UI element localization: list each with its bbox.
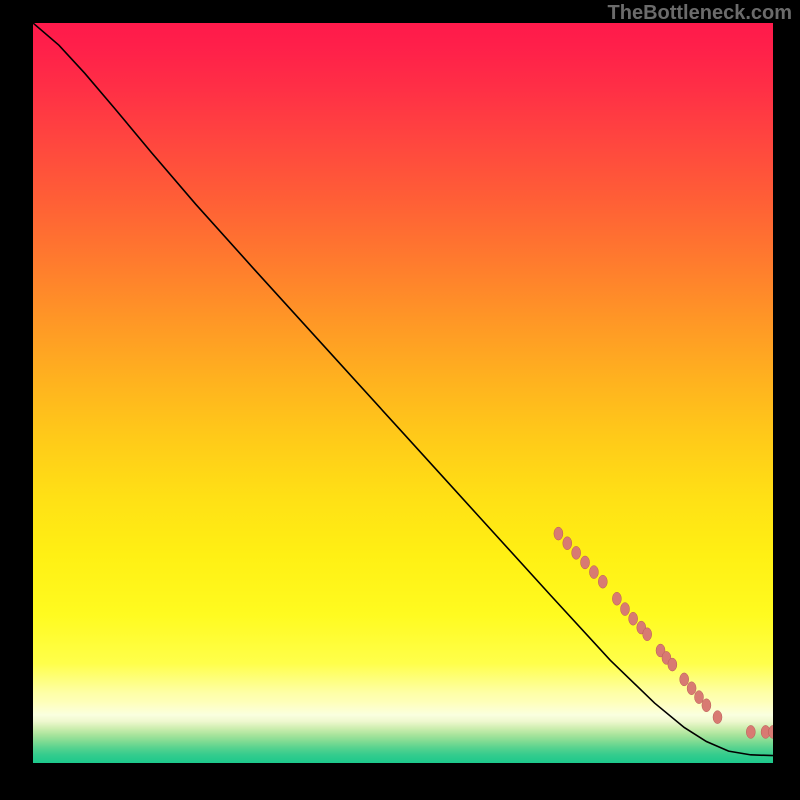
datapoint-marker <box>643 628 652 641</box>
datapoint-marker <box>612 592 621 605</box>
datapoint-marker <box>713 711 722 724</box>
datapoint-marker <box>554 527 563 540</box>
watermark-text: TheBottleneck.com <box>608 2 792 25</box>
datapoint-marker <box>687 682 696 695</box>
datapoint-marker <box>563 537 572 550</box>
chart-svg <box>33 23 773 763</box>
datapoint-marker <box>668 658 677 671</box>
datapoint-marker <box>702 699 711 712</box>
datapoint-marker <box>589 566 598 579</box>
datapoint-marker <box>581 556 590 569</box>
datapoint-marker <box>680 673 689 686</box>
datapoint-marker <box>598 575 607 588</box>
stage: TheBottleneck.com <box>0 0 800 800</box>
datapoint-marker <box>572 546 581 559</box>
datapoint-marker <box>621 603 630 616</box>
datapoint-marker <box>695 691 704 704</box>
datapoint-marker <box>746 725 755 738</box>
datapoint-marker <box>629 612 638 625</box>
